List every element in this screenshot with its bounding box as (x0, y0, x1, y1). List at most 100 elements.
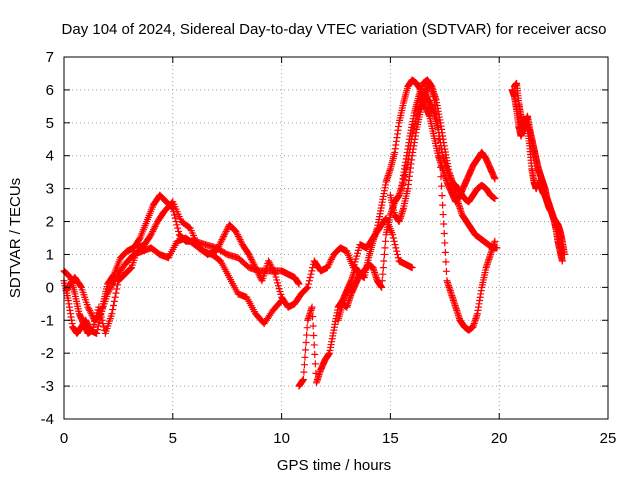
data-point (277, 298, 285, 306)
data-point (393, 250, 401, 258)
data-point (310, 341, 318, 349)
data-point (247, 254, 255, 262)
series-b1 (295, 76, 499, 390)
series-b3 (386, 79, 499, 334)
data-point (234, 232, 242, 240)
data-point (436, 163, 444, 171)
data-point (269, 267, 277, 275)
data-point (222, 227, 230, 235)
data-point (150, 224, 158, 232)
data-point (221, 229, 229, 237)
data-point (441, 239, 449, 247)
data-point (302, 285, 310, 293)
data-markers (60, 76, 568, 390)
data-point (491, 237, 499, 245)
data-point (216, 241, 224, 249)
x-tick-label: 25 (600, 430, 617, 447)
data-point (308, 303, 316, 311)
data-point (255, 270, 263, 278)
data-point (216, 239, 224, 247)
data-point (327, 255, 335, 263)
data-point (174, 224, 182, 232)
data-point (95, 303, 103, 311)
data-point (65, 272, 73, 280)
data-point (392, 244, 400, 252)
data-point (219, 234, 227, 242)
data-point (98, 316, 106, 324)
data-point (149, 226, 157, 234)
plot-frame (63, 56, 609, 420)
data-point (325, 260, 333, 268)
data-point (246, 252, 254, 260)
data-point (88, 311, 96, 319)
data-point (300, 368, 308, 376)
y-tick-label: -4 (41, 411, 54, 428)
data-point (251, 262, 259, 270)
data-point (109, 306, 117, 314)
data-point (307, 270, 315, 278)
data-point (408, 264, 416, 272)
x-tick-label: 20 (491, 430, 508, 447)
data-point (380, 257, 388, 265)
data-point (171, 214, 179, 222)
data-point (84, 303, 92, 311)
data-point (278, 297, 286, 305)
data-point (442, 258, 450, 266)
data-point (236, 236, 244, 244)
data-point (77, 282, 85, 290)
data-point (558, 257, 566, 265)
data-point (269, 265, 277, 273)
data-point (113, 285, 121, 293)
data-point (440, 229, 448, 237)
data-point (86, 306, 94, 314)
data-point (175, 227, 183, 235)
data-point (245, 250, 253, 258)
data-point (491, 175, 499, 183)
y-tick-label: -3 (41, 378, 54, 395)
x-tick-label: 10 (273, 430, 290, 447)
data-point (442, 267, 450, 275)
data-point (305, 280, 313, 288)
data-point (306, 273, 314, 281)
data-point (96, 311, 104, 319)
data-point (309, 313, 317, 321)
data-point (324, 262, 332, 270)
data-point (305, 277, 313, 285)
data-point (323, 264, 331, 272)
data-point (237, 237, 245, 245)
data-point (378, 283, 386, 291)
chart-title: Day 104 of 2024, Sidereal Day-to-day VTE… (62, 21, 607, 38)
y-axis-label: SDTVAR / TECUs (7, 178, 24, 298)
data-point (394, 254, 402, 262)
data-point (438, 192, 446, 200)
y-tick-label: 2 (46, 214, 54, 231)
data-point (491, 195, 499, 203)
data-point (393, 247, 401, 255)
y-tick-label: 1 (46, 246, 54, 263)
data-point (389, 234, 397, 242)
data-point (310, 331, 318, 339)
data-point (439, 201, 447, 209)
data-point (254, 269, 262, 277)
data-point (148, 229, 156, 237)
data-point (300, 361, 308, 369)
data-point (86, 308, 94, 316)
data-point (114, 281, 122, 289)
data-point (149, 227, 157, 235)
x-tick-label: 5 (169, 430, 177, 447)
data-point (233, 229, 241, 237)
data-point (95, 311, 103, 319)
data-point (439, 211, 447, 219)
data-point (327, 257, 335, 265)
data-point (151, 222, 159, 230)
data-point (215, 242, 223, 250)
y-tick-label: 3 (46, 181, 54, 198)
data-point (85, 305, 93, 313)
data-point (302, 338, 310, 346)
y-tick-label: 4 (46, 148, 54, 165)
series-c1 (508, 86, 568, 258)
data-point (328, 254, 336, 262)
y-tick-label: -2 (41, 345, 54, 362)
data-point (126, 265, 134, 273)
